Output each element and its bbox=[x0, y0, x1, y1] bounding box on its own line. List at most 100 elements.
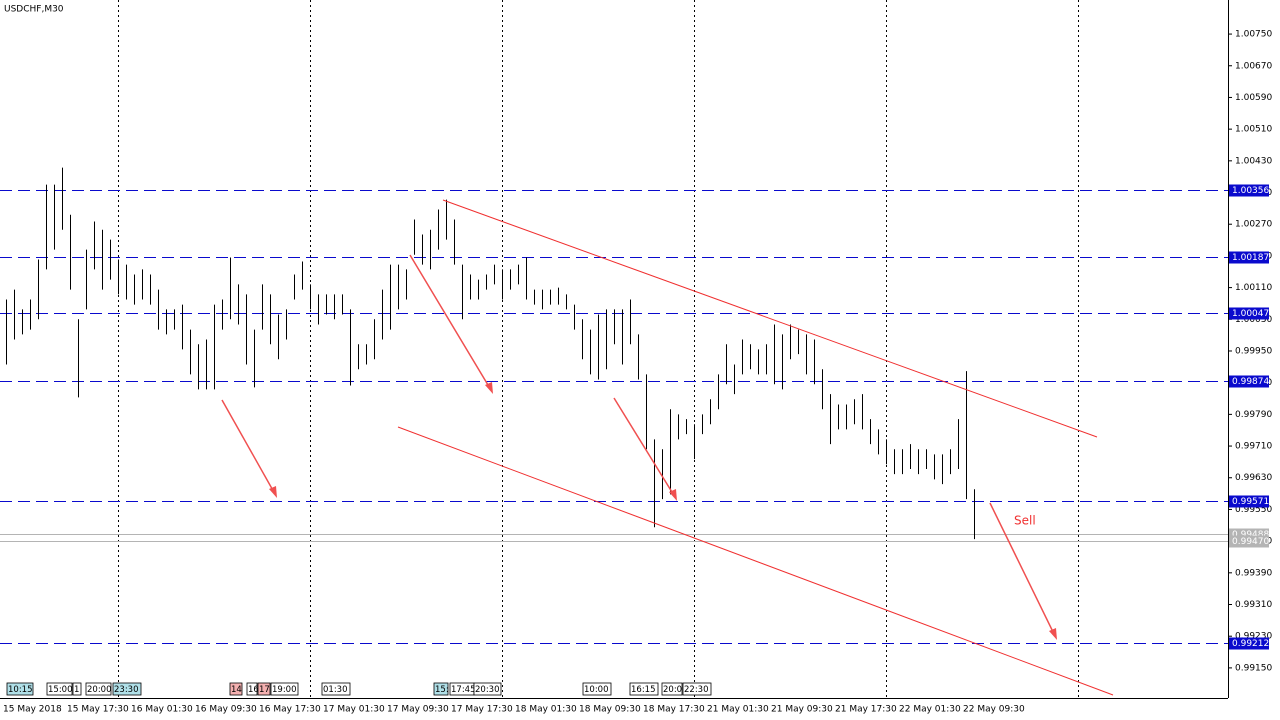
event-label: 10:00 bbox=[584, 685, 609, 695]
event-label: 17 bbox=[259, 685, 270, 695]
y-tick-label: 0.99150 bbox=[1235, 663, 1272, 673]
event-label: 17:45 bbox=[451, 685, 476, 695]
event-label: 10:15 bbox=[8, 685, 33, 695]
event-label: 1 bbox=[74, 685, 79, 695]
event-marker bbox=[112, 682, 142, 696]
arrow bbox=[409, 254, 492, 391]
level-label: 0.99470 bbox=[1232, 537, 1269, 547]
y-tick-label: 0.99710 bbox=[1235, 442, 1272, 452]
y-tick-label: 1.00750 bbox=[1235, 30, 1272, 40]
event-label: 16 bbox=[248, 685, 259, 695]
event-marker bbox=[661, 682, 683, 696]
arrow bbox=[989, 502, 1056, 637]
event-label: 15: bbox=[435, 685, 449, 695]
event-marker bbox=[473, 682, 502, 696]
y-tick-label: 1.00030 bbox=[1235, 315, 1272, 325]
arrow-head bbox=[269, 486, 277, 498]
event-marker bbox=[46, 682, 73, 696]
y-tick-label: 1.00670 bbox=[1235, 61, 1272, 71]
channel-line bbox=[442, 199, 1098, 438]
event-marker bbox=[6, 682, 34, 696]
x-tick-label: 18 May 17:30 bbox=[643, 705, 705, 715]
y-tick-label: 1.00110 bbox=[1235, 283, 1272, 293]
level-label-box bbox=[1229, 535, 1269, 548]
y-tick-label: 0.99310 bbox=[1235, 600, 1272, 610]
x-tick-label: 17 May 09:30 bbox=[387, 705, 449, 715]
level-label: 1.00047 bbox=[1232, 309, 1269, 319]
x-tick-label: 17 May 17:30 bbox=[451, 705, 513, 715]
y-tick-label: 0.99390 bbox=[1235, 568, 1272, 578]
y-tick-label: 0.99790 bbox=[1235, 410, 1272, 420]
arrow bbox=[221, 399, 276, 495]
event-label: 01:30 bbox=[323, 685, 348, 695]
x-tick-label: 22 May 09:30 bbox=[963, 705, 1025, 715]
event-label: 23:30 bbox=[114, 685, 139, 695]
event-marker bbox=[582, 682, 612, 696]
x-tick-label: 21 May 01:30 bbox=[707, 705, 769, 715]
level-label-box bbox=[1229, 184, 1269, 197]
level-label: 0.99488 bbox=[1232, 530, 1269, 540]
event-marker bbox=[72, 682, 82, 696]
level-label: 0.99212 bbox=[1232, 639, 1269, 649]
level-label: 1.00356 bbox=[1232, 186, 1269, 196]
level-label: 1.00187 bbox=[1232, 253, 1269, 263]
event-marker bbox=[85, 682, 112, 696]
event-label: 20:30 bbox=[475, 685, 500, 695]
level-label-box bbox=[1229, 637, 1269, 650]
chart-title: USDCHF,M30 bbox=[4, 5, 64, 15]
x-tick-label: 22 May 01:30 bbox=[899, 705, 961, 715]
bars bbox=[6, 167, 975, 540]
y-tick-label: 0.99630 bbox=[1235, 473, 1272, 483]
level-label-box bbox=[1229, 495, 1269, 508]
level-label: 0.99874 bbox=[1232, 377, 1269, 387]
level-label: 0.99571 bbox=[1232, 497, 1269, 507]
x-tick-label: 16 May 09:30 bbox=[195, 705, 257, 715]
event-label: 20:0 bbox=[663, 685, 682, 695]
x-tick-label: 16 May 17:30 bbox=[259, 705, 321, 715]
levels bbox=[0, 190, 1228, 644]
x-tick-label: 21 May 17:30 bbox=[835, 705, 897, 715]
arrow-head bbox=[485, 382, 493, 394]
v-grid bbox=[118, 0, 1079, 698]
arrow-head bbox=[669, 489, 677, 501]
event-marker bbox=[229, 682, 243, 696]
event-marker bbox=[682, 682, 712, 696]
event-marker bbox=[433, 682, 449, 696]
y-axis-labels: 1.00750 1.00670 1.00590 1.00510 1.00430 1.003… bbox=[1228, 30, 1272, 673]
x-tick-label: 21 May 09:30 bbox=[771, 705, 833, 715]
arrow-head bbox=[1049, 628, 1057, 640]
y-tick-label: 0.99550 bbox=[1235, 505, 1272, 515]
level-label-box bbox=[1229, 251, 1269, 264]
event-marker bbox=[257, 682, 271, 696]
y-tick-label: 1.00590 bbox=[1235, 93, 1272, 103]
event-label: 16:15 bbox=[631, 685, 656, 695]
y-tick-label: 0.99230 bbox=[1235, 632, 1272, 642]
event-label: 15:00 bbox=[48, 685, 73, 695]
event-label: 22:30 bbox=[684, 685, 709, 695]
x-tick-label: 18 May 09:30 bbox=[579, 705, 641, 715]
x-tick-label: 16 May 01:30 bbox=[131, 705, 193, 715]
channel-line bbox=[397, 426, 1114, 696]
event-marker bbox=[246, 682, 258, 696]
x-tick-label: 15 May 2018 bbox=[3, 705, 62, 715]
annotation: Sell bbox=[1014, 514, 1036, 528]
arrow bbox=[613, 397, 676, 498]
event-label: 19:00 bbox=[272, 685, 297, 695]
x-tick-label: 17 May 01:30 bbox=[323, 705, 385, 715]
event-label: 14 bbox=[231, 685, 242, 695]
y-tick-label: 1.00270 bbox=[1235, 220, 1272, 230]
x-tick-label: 15 May 17:30 bbox=[67, 705, 129, 715]
event-label: 20:00 bbox=[87, 685, 112, 695]
y-tick-label: 0.99950 bbox=[1235, 346, 1272, 356]
event-marker bbox=[629, 682, 659, 696]
level-label-box bbox=[1229, 307, 1269, 320]
level-label-box bbox=[1229, 375, 1269, 388]
y-tick-label: 1.00510 bbox=[1235, 125, 1272, 135]
drawings bbox=[221, 199, 1114, 696]
event-marker bbox=[321, 682, 351, 696]
x-tick-label: 18 May 01:30 bbox=[515, 705, 577, 715]
event-marker bbox=[270, 682, 299, 696]
